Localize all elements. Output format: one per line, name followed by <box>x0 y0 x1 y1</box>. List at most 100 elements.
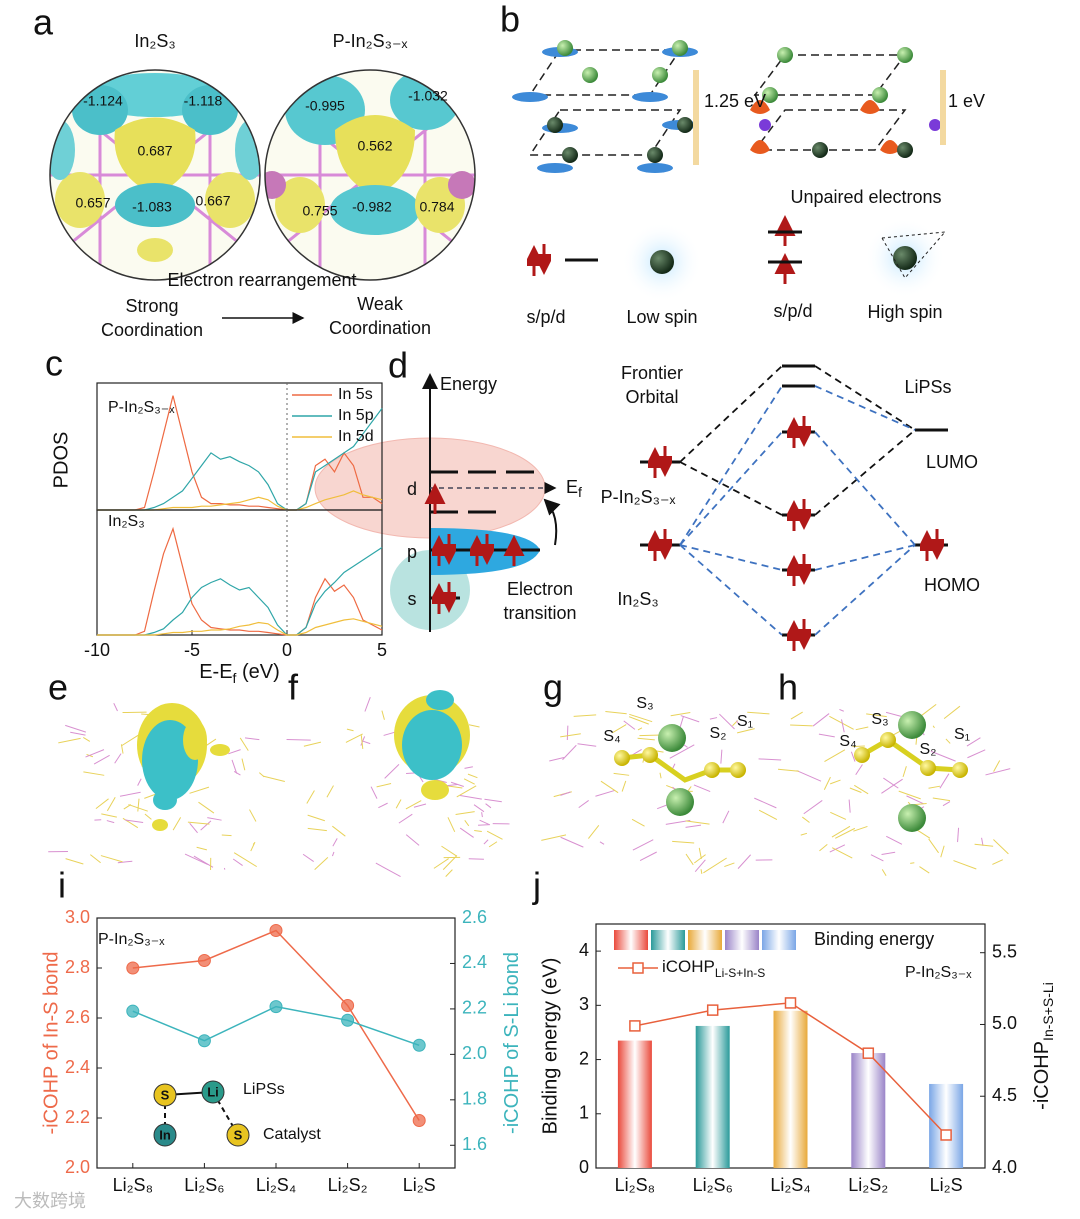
transition-label: transition <box>503 603 576 623</box>
lattice-bond <box>85 749 105 758</box>
legend-swatch <box>614 930 648 950</box>
lumo-label: LUMO <box>926 452 978 472</box>
lattice <box>286 697 510 878</box>
adsorption-models: S₃ S₂ S₁ S₄ S₃ S₂ S₁ S₄ <box>137 690 970 832</box>
lattice-bond <box>58 737 81 744</box>
inset-label: LiPSs <box>243 1081 285 1098</box>
lattice-bond <box>945 738 951 744</box>
lattice-bond <box>906 795 924 805</box>
inset-bond <box>164 1091 239 1136</box>
lattice-bond <box>720 749 723 764</box>
legend-swatch <box>651 930 685 950</box>
lattice-bond <box>629 713 653 723</box>
marker <box>126 1004 140 1018</box>
lattice-bond <box>200 820 212 831</box>
orbital-level: p <box>407 542 417 562</box>
lattice-bond <box>83 737 91 742</box>
lattice-bond <box>413 803 427 808</box>
bar <box>773 1010 808 1168</box>
lattice-bond <box>637 737 655 741</box>
fermi-label-main: E <box>566 477 578 497</box>
lattice-bond <box>331 851 335 857</box>
charge-density-map <box>50 70 260 280</box>
lattice-bond <box>800 832 808 836</box>
lattice-bond <box>930 750 956 762</box>
legend-label: In 5d <box>338 428 374 445</box>
lattice-bond <box>486 830 503 840</box>
lattice-bond <box>474 830 482 833</box>
series-line <box>97 546 383 636</box>
electron-pair <box>534 244 544 276</box>
lattice-bond <box>189 786 210 794</box>
lattice-bond <box>966 737 981 747</box>
marker <box>126 961 140 975</box>
lattice-bond <box>852 745 865 748</box>
charge-label: 0.667 <box>195 193 230 209</box>
marker <box>862 1047 875 1059</box>
marker <box>784 997 797 1009</box>
lattice-bond <box>747 711 770 715</box>
y2-tick-label: 1.8 <box>462 1089 487 1109</box>
lattice-bond <box>599 841 605 845</box>
lattice-bond <box>883 777 899 789</box>
legend-label: iCOHPLi-S+In-S <box>662 957 765 980</box>
lattice-bond <box>631 818 645 827</box>
y-tick-label: 2.6 <box>65 1007 90 1027</box>
lattice-bond <box>632 839 654 851</box>
x-tick-label: Li₂S₂ <box>848 1175 888 1195</box>
lattice-bond <box>184 853 209 865</box>
lattice-bond <box>605 710 627 715</box>
lattice-bond <box>114 753 122 764</box>
lattice-bond <box>855 764 863 775</box>
panel-label: c <box>45 343 63 384</box>
marker <box>629 1020 641 1032</box>
legend-label-main: iCOHP <box>662 957 715 976</box>
spin-label: High spin <box>867 302 942 322</box>
lattice-bond <box>777 768 799 772</box>
lattice-bond <box>600 780 619 794</box>
y-tick-label: 0 <box>579 1157 589 1177</box>
x-tick-label: Li₂S₆ <box>184 1175 224 1195</box>
charge-label: 0.687 <box>137 143 172 159</box>
lattice-bond <box>306 790 315 804</box>
lattice-bond <box>381 710 385 720</box>
lattice-bond <box>866 713 887 718</box>
transition-label: Electron <box>507 579 573 599</box>
x-tick-label: 5 <box>377 640 387 660</box>
marker <box>412 1038 426 1052</box>
lattice-bond <box>232 858 243 866</box>
charge-label: -1.032 <box>408 88 448 104</box>
lattice-bond <box>613 772 630 776</box>
charge-blob <box>137 703 230 831</box>
lattice-bond <box>65 724 87 733</box>
y-axis-label: -iCOHP of In-S bond <box>40 951 62 1134</box>
watermark: 大数跨境 <box>14 1191 86 1211</box>
lattice-bond <box>957 827 960 843</box>
lattice-bond <box>560 836 584 848</box>
panel-label: i <box>58 865 66 906</box>
frontier-label: Frontier <box>621 363 683 383</box>
lattice-bond <box>819 843 828 852</box>
lattice-bond <box>441 845 457 857</box>
lattice-bond <box>850 751 856 762</box>
lattice-bond <box>709 717 718 720</box>
lattice-bond <box>121 734 139 747</box>
inset-atom-label: S <box>161 1087 170 1102</box>
lattice-bond <box>346 728 354 732</box>
panel-label: e <box>48 667 68 708</box>
orbital-level: d <box>407 479 417 499</box>
lattice-bond <box>870 854 884 862</box>
atom-label: S₂ <box>920 741 937 758</box>
lattice-bond <box>549 757 565 762</box>
x-tick-label: Li₂S₈ <box>615 1175 655 1195</box>
x-axis-label-sub: f <box>233 670 237 686</box>
legend-swatch <box>762 930 796 950</box>
lattice-bond <box>588 824 600 839</box>
x-axis-label: E-Ef (eV) <box>199 661 280 685</box>
lattice-bond <box>939 773 950 789</box>
coordination-label: Coordination <box>329 318 431 338</box>
x-tick-label: Li₂S₄ <box>256 1175 296 1195</box>
panel-b: 1.25 eV 1 eV Unpaired electrons s/p/d Lo… <box>512 40 985 327</box>
lattice-bond <box>932 797 951 802</box>
